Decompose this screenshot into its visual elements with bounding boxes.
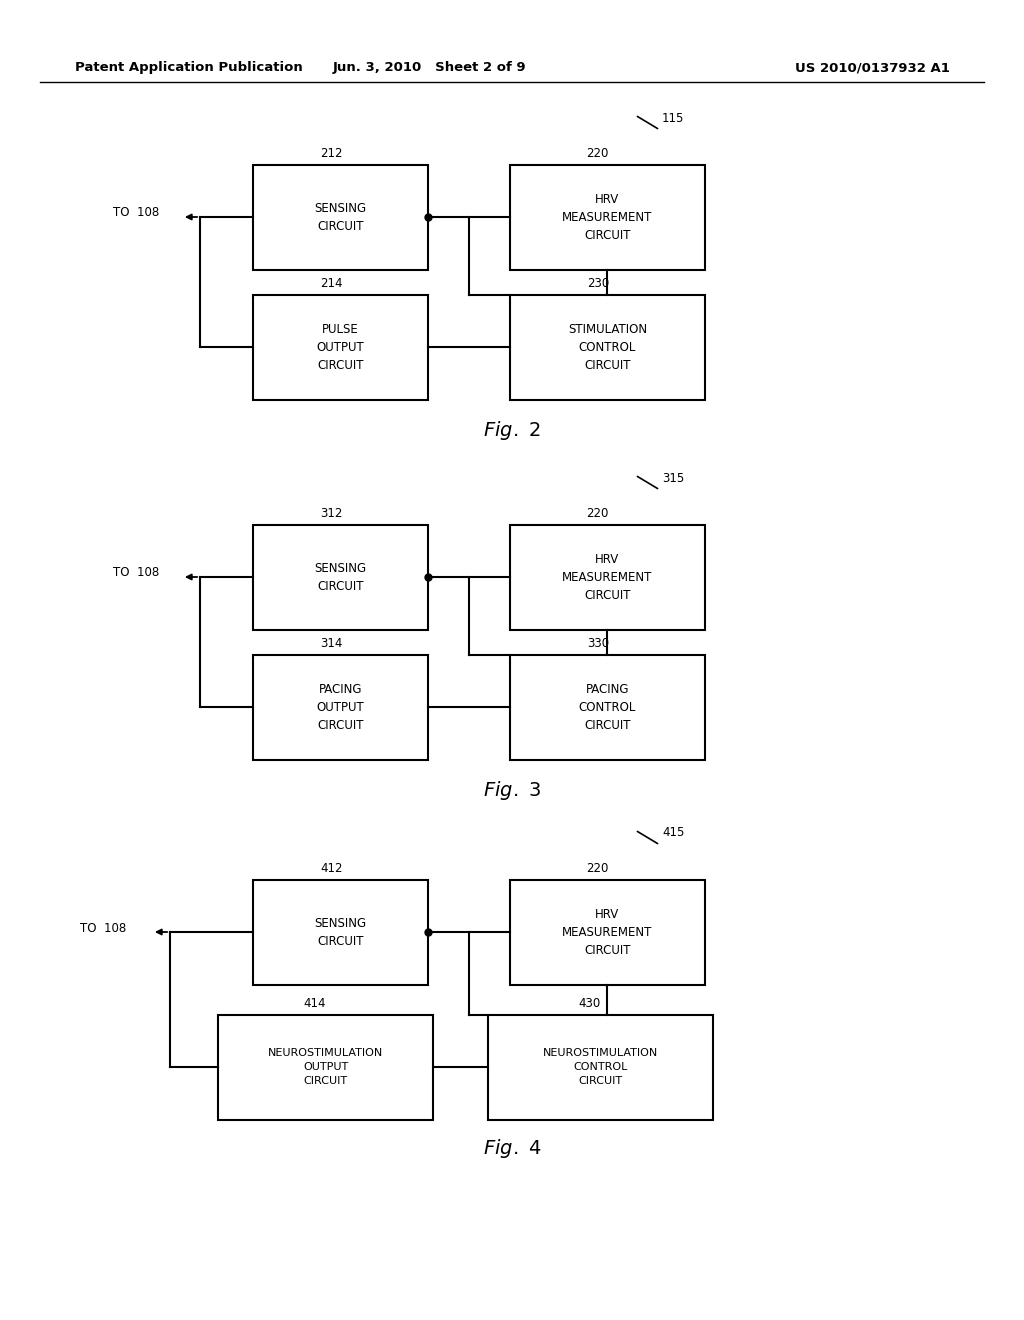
Bar (253, 655, 428, 760)
Bar (253, 294, 428, 400)
Text: NEUROSTIMULATION
CONTROL
CIRCUIT: NEUROSTIMULATION CONTROL CIRCUIT (543, 1048, 658, 1086)
Text: PACING
CONTROL
CIRCUIT: PACING CONTROL CIRCUIT (579, 682, 636, 733)
Text: PACING
OUTPUT
CIRCUIT: PACING OUTPUT CIRCUIT (316, 682, 365, 733)
Text: 430: 430 (579, 997, 600, 1010)
Bar (510, 294, 705, 400)
Bar (218, 1015, 433, 1119)
Text: $\it{Fig.}$ $\it{3}$: $\it{Fig.}$ $\it{3}$ (483, 779, 541, 801)
Text: 415: 415 (662, 826, 684, 840)
Text: SENSING
CIRCUIT: SENSING CIRCUIT (314, 202, 367, 234)
Text: 412: 412 (321, 862, 343, 875)
Text: 312: 312 (321, 507, 343, 520)
Bar (510, 880, 705, 985)
Text: 214: 214 (321, 277, 343, 290)
Text: SENSING
CIRCUIT: SENSING CIRCUIT (314, 562, 367, 593)
Text: HRV
MEASUREMENT
CIRCUIT: HRV MEASUREMENT CIRCUIT (562, 193, 652, 242)
Text: 220: 220 (587, 862, 609, 875)
Text: PULSE
OUTPUT
CIRCUIT: PULSE OUTPUT CIRCUIT (316, 323, 365, 372)
Text: Patent Application Publication: Patent Application Publication (75, 62, 303, 74)
Text: TO  108: TO 108 (113, 206, 160, 219)
Text: 230: 230 (587, 277, 609, 290)
Text: $\it{Fig.}$ $\it{4}$: $\it{Fig.}$ $\it{4}$ (482, 1137, 542, 1159)
Bar (253, 165, 428, 271)
Bar (510, 165, 705, 271)
Text: TO  108: TO 108 (80, 921, 126, 935)
Bar (253, 525, 428, 630)
Text: HRV
MEASUREMENT
CIRCUIT: HRV MEASUREMENT CIRCUIT (562, 553, 652, 602)
Text: 212: 212 (321, 147, 343, 160)
Text: STIMULATION
CONTROL
CIRCUIT: STIMULATION CONTROL CIRCUIT (568, 323, 647, 372)
Text: Jun. 3, 2010   Sheet 2 of 9: Jun. 3, 2010 Sheet 2 of 9 (333, 62, 526, 74)
Text: US 2010/0137932 A1: US 2010/0137932 A1 (795, 62, 950, 74)
Text: 414: 414 (303, 997, 326, 1010)
Text: 330: 330 (587, 638, 609, 649)
Text: 115: 115 (662, 111, 684, 124)
Text: $\it{Fig.}$ $\it{2}$: $\it{Fig.}$ $\it{2}$ (483, 418, 541, 441)
Text: 314: 314 (321, 638, 343, 649)
Text: NEUROSTIMULATION
OUTPUT
CIRCUIT: NEUROSTIMULATION OUTPUT CIRCUIT (268, 1048, 383, 1086)
Text: TO  108: TO 108 (113, 566, 160, 579)
Text: 315: 315 (662, 471, 684, 484)
Bar (510, 655, 705, 760)
Text: SENSING
CIRCUIT: SENSING CIRCUIT (314, 917, 367, 948)
Bar (510, 525, 705, 630)
Bar (253, 880, 428, 985)
Bar (488, 1015, 713, 1119)
Text: 220: 220 (587, 507, 609, 520)
Text: HRV
MEASUREMENT
CIRCUIT: HRV MEASUREMENT CIRCUIT (562, 908, 652, 957)
Text: 220: 220 (587, 147, 609, 160)
